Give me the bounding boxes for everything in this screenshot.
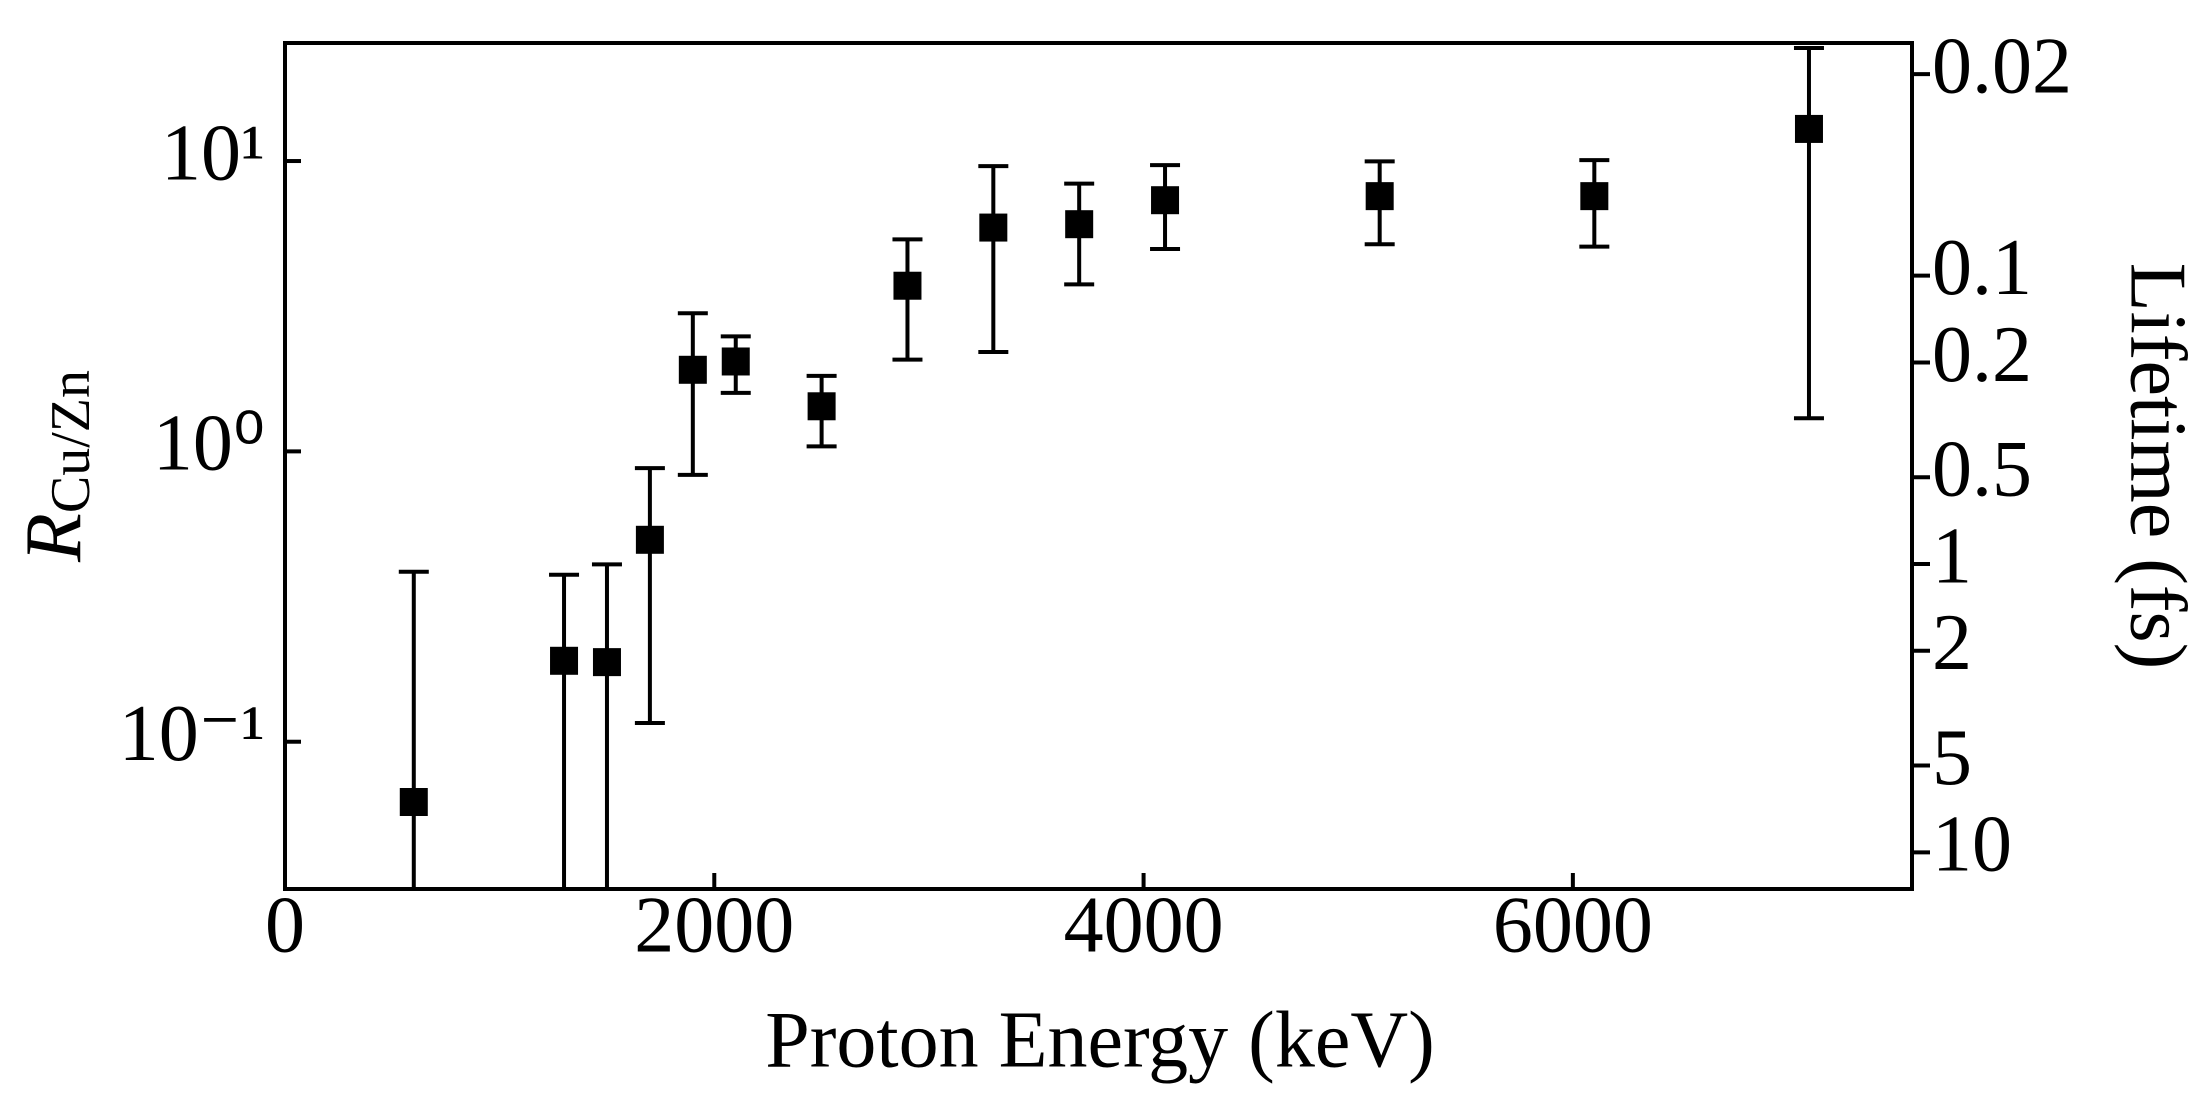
y2-tick-label: 0.2 — [1932, 311, 2032, 399]
y-tick-label: 10¹ — [161, 109, 265, 197]
error-bar — [634, 466, 665, 726]
y2-tick-label: 5 — [1932, 714, 1972, 802]
marker — [1365, 182, 1394, 211]
x-tick-label: 0 — [265, 881, 305, 969]
y2-tick-label: 10 — [1932, 801, 2012, 889]
error-bar — [978, 164, 1009, 354]
y2-tick-label: 2 — [1932, 599, 1972, 687]
y2-tick-label: 0.02 — [1932, 22, 2072, 110]
x-axis-label: Proton Energy (keV) — [765, 996, 1435, 1084]
marker — [592, 648, 621, 677]
y2-tick-label: 0.5 — [1932, 426, 2032, 514]
y-tick-label: 10⁻¹ — [119, 690, 265, 778]
y-axis-label: RCu/Zn — [10, 370, 102, 563]
marker — [979, 213, 1008, 242]
marker — [550, 646, 579, 675]
error-bar — [677, 311, 708, 477]
marker — [893, 271, 922, 300]
y-axis-subscript: Cu/Zn — [40, 370, 102, 513]
marker — [1580, 182, 1609, 211]
marker — [678, 355, 707, 384]
y2-tick-label: 0.1 — [1932, 224, 2032, 312]
y2-axis-label: Lifetime (fs) — [2114, 263, 2200, 669]
plot-area — [398, 46, 1824, 889]
marker — [1794, 114, 1823, 143]
marker — [1151, 186, 1180, 215]
marker — [635, 525, 664, 554]
y-tick-label: 10⁰ — [153, 400, 265, 488]
error-bar — [591, 562, 622, 889]
marker — [399, 788, 428, 817]
error-bar — [398, 569, 429, 889]
marker — [807, 392, 836, 421]
marker — [1065, 210, 1094, 239]
marker — [721, 347, 750, 376]
y2-tick-label: 1 — [1932, 512, 1972, 600]
x-tick-label: 2000 — [634, 881, 794, 969]
x-tick-label: 6000 — [1493, 881, 1653, 969]
x-tick-label: 4000 — [1064, 881, 1224, 969]
plot-frame — [283, 41, 1914, 891]
y-axis-symbol: R — [10, 513, 98, 563]
error-bar — [1793, 46, 1824, 421]
